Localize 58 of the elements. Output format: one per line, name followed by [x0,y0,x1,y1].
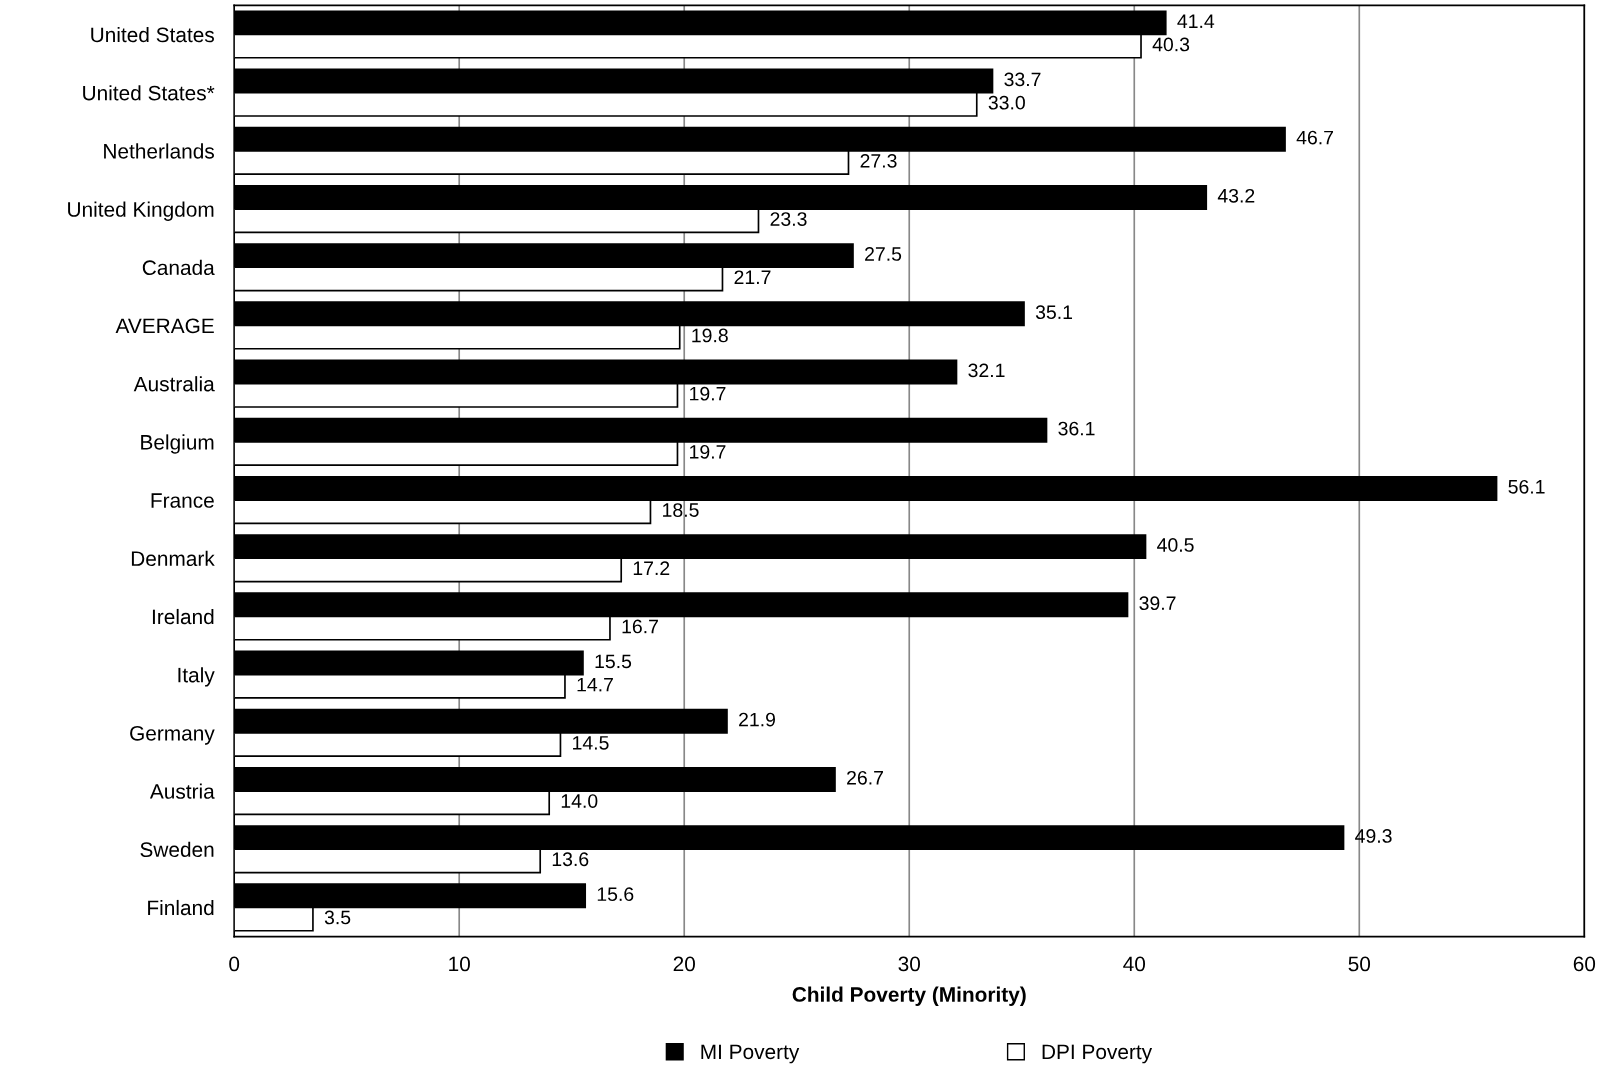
data-label: 27.5 [865,247,902,261]
y-tick-label: Italy [178,667,215,687]
y-tick-label: Sweden [140,841,214,858]
x-tick-label: 20 [673,956,695,972]
data-label: 16.7 [622,619,658,634]
data-label: 21.9 [739,712,776,727]
data-label: 13.6 [552,852,589,867]
data-label: 3.5 [324,910,351,925]
x-tick-label: 40 [1123,956,1146,972]
data-label: 23.3 [770,212,807,226]
legend-label: DPI Poverty [1042,1044,1153,1064]
x-tick-label: 30 [898,956,921,972]
data-label: 41.4 [1177,14,1215,28]
data-label: 26.7 [847,770,883,785]
y-tick-label: Austria [149,783,215,799]
y-tick-label: Germany [130,725,215,745]
data-label: 15.6 [597,887,634,902]
data-label: 14.0 [561,794,598,808]
y-tick-label: AVERAGE [115,318,214,334]
x-tick-label: 50 [1348,956,1371,972]
data-label: 36.1 [1058,421,1095,436]
x-tick-label: 60 [1573,956,1596,972]
x-axis-title: Child Poverty (Minority) [792,986,1026,1006]
data-label: 40.3 [1152,37,1190,52]
legend-label: MI Poverty [701,1044,800,1064]
y-tick-label: Denmark [131,550,215,567]
y-tick-label: United States* [83,85,215,101]
data-label: 39.7 [1139,596,1176,611]
data-label: 19.8 [692,328,728,343]
x-tick-label: 0 [229,956,240,972]
data-label: 19.7 [690,386,726,401]
data-label: 17.2 [633,561,670,575]
y-tick-label: Ireland [152,608,214,625]
y-tick-label: Australia [133,376,215,392]
data-label: 18.5 [663,503,699,517]
y-tick-label: Netherlands [104,143,214,159]
data-label: 15.5 [595,654,632,669]
data-label: 33.0 [988,95,1025,110]
data-label: 46.7 [1296,130,1334,145]
data-label: 33.7 [1004,72,1041,87]
data-label: 14.7 [577,677,613,692]
data-label: 49.3 [1355,829,1392,843]
data-label: 40.5 [1157,538,1194,552]
y-tick-label: United Kingdom [68,201,214,221]
data-label: 14.5 [573,736,609,750]
data-label: 21.7 [734,270,771,284]
data-label: 19.7 [690,444,726,459]
data-label: 27.3 [860,153,897,168]
y-tick-label: United States [91,26,214,43]
data-label: 35.1 [1035,305,1073,320]
data-label: 43.2 [1217,188,1255,203]
y-tick-label: Finland [148,899,214,916]
y-tick-label: Canada [142,259,215,276]
y-tick-label: France [151,493,214,508]
data-label: 32.1 [968,363,1005,378]
y-tick-label: Belgium [141,434,214,454]
x-tick-label: 10 [449,956,470,972]
data-label: 56.1 [1508,479,1545,494]
